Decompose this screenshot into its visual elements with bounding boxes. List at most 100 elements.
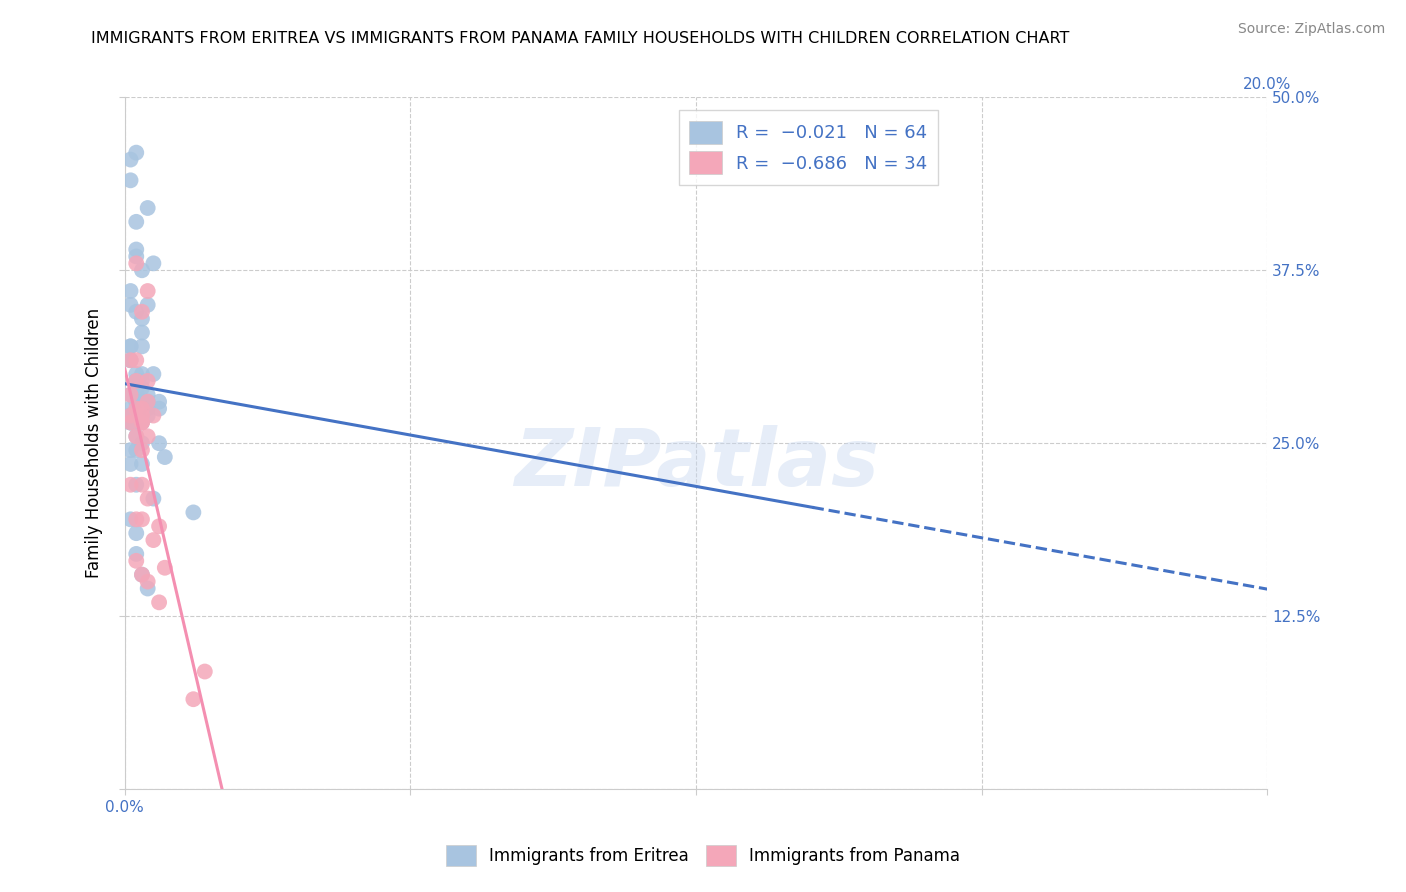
Point	[142, 533, 165, 547]
Point	[125, 305, 148, 319]
Point	[125, 429, 148, 443]
Point	[131, 477, 153, 491]
Point	[131, 374, 153, 388]
Point	[148, 519, 170, 533]
Point	[125, 477, 148, 491]
Point	[136, 388, 159, 402]
Point	[120, 339, 142, 353]
Text: IMMIGRANTS FROM ERITREA VS IMMIGRANTS FROM PANAMA FAMILY HOUSEHOLDS WITH CHILDRE: IMMIGRANTS FROM ERITREA VS IMMIGRANTS FR…	[91, 31, 1070, 46]
Point	[120, 298, 142, 312]
Point	[125, 409, 148, 423]
Text: ZIPatlas: ZIPatlas	[513, 425, 879, 503]
Point	[120, 477, 142, 491]
Point	[120, 416, 142, 430]
Point	[153, 560, 176, 574]
Point	[136, 574, 159, 589]
Point	[136, 394, 159, 409]
Point	[131, 512, 153, 526]
Point	[131, 394, 153, 409]
Point	[125, 401, 148, 416]
Point	[120, 339, 142, 353]
Point	[125, 215, 148, 229]
Point	[125, 145, 148, 160]
Point	[136, 582, 159, 596]
Point	[120, 173, 142, 187]
Point	[131, 305, 153, 319]
Point	[125, 416, 148, 430]
Text: Source: ZipAtlas.com: Source: ZipAtlas.com	[1237, 22, 1385, 37]
Point	[125, 443, 148, 458]
Point	[131, 326, 153, 340]
Point	[125, 554, 148, 568]
Point	[142, 491, 165, 506]
Point	[125, 409, 148, 423]
Point	[136, 201, 159, 215]
Point	[125, 429, 148, 443]
Point	[148, 436, 170, 450]
Point	[142, 409, 165, 423]
Point	[125, 388, 148, 402]
Point	[131, 567, 153, 582]
Point	[125, 394, 148, 409]
Point	[136, 374, 159, 388]
Point	[148, 394, 170, 409]
Point	[125, 374, 148, 388]
Point	[125, 243, 148, 257]
Point	[131, 416, 153, 430]
Point	[148, 401, 170, 416]
Point	[120, 409, 142, 423]
Point	[148, 595, 170, 609]
Y-axis label: Family Households with Children: Family Households with Children	[86, 308, 103, 578]
Point	[125, 512, 148, 526]
Point	[183, 505, 205, 519]
Point	[120, 353, 142, 368]
Point	[120, 443, 142, 458]
Legend: Immigrants from Eritrea, Immigrants from Panama: Immigrants from Eritrea, Immigrants from…	[437, 837, 969, 875]
Point	[131, 381, 153, 395]
Point	[131, 311, 153, 326]
Point	[120, 409, 142, 423]
Legend: R =  −0.021   N = 64, R =  −0.686   N = 34: R = −0.021 N = 64, R = −0.686 N = 34	[679, 110, 938, 185]
Point	[120, 416, 142, 430]
Point	[194, 665, 217, 679]
Point	[120, 353, 142, 368]
Point	[125, 374, 148, 388]
Point	[136, 284, 159, 298]
Point	[136, 409, 159, 423]
Point	[131, 401, 153, 416]
Point	[131, 436, 153, 450]
Point	[131, 409, 153, 423]
Point	[131, 409, 153, 423]
Point	[136, 298, 159, 312]
Point	[120, 401, 142, 416]
Point	[120, 416, 142, 430]
Point	[142, 256, 165, 270]
Point	[136, 401, 159, 416]
Point	[120, 388, 142, 402]
Point	[131, 416, 153, 430]
Point	[120, 388, 142, 402]
Point	[125, 353, 148, 368]
Point	[125, 256, 148, 270]
Point	[120, 409, 142, 423]
Point	[120, 353, 142, 368]
Point	[136, 491, 159, 506]
Point	[125, 367, 148, 381]
Point	[131, 443, 153, 458]
Point	[120, 153, 142, 167]
Point	[120, 457, 142, 471]
Point	[125, 374, 148, 388]
Point	[183, 692, 205, 706]
Point	[153, 450, 176, 464]
Point	[131, 263, 153, 277]
Point	[131, 416, 153, 430]
Point	[120, 416, 142, 430]
Point	[125, 526, 148, 541]
Point	[125, 547, 148, 561]
Point	[131, 339, 153, 353]
Point	[125, 249, 148, 263]
Point	[120, 512, 142, 526]
Point	[136, 429, 159, 443]
Point	[131, 457, 153, 471]
Point	[142, 367, 165, 381]
